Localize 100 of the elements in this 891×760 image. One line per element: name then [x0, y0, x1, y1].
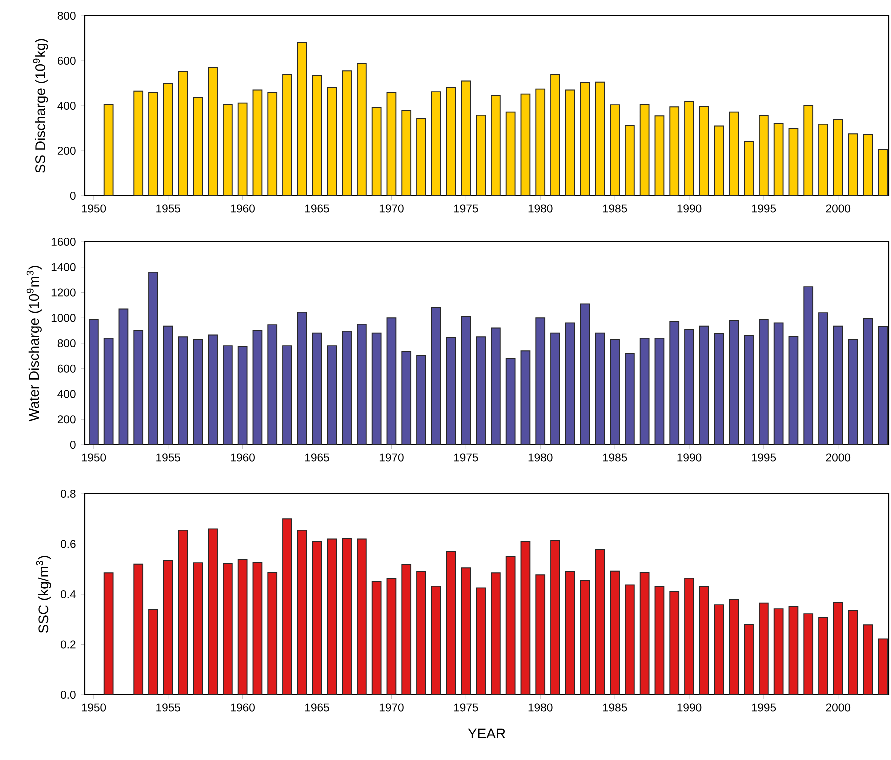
bar: [610, 339, 620, 445]
y-tick-label: 400: [58, 390, 76, 398]
bar: [148, 272, 158, 445]
bar: [148, 609, 158, 695]
bar: [222, 346, 233, 445]
bar: [774, 608, 784, 695]
bar: [386, 318, 397, 445]
bar: [372, 581, 382, 695]
bar: [268, 324, 278, 445]
x-tick-label: 1980: [528, 454, 553, 462]
bar: [134, 330, 144, 445]
y-tick-label: 600: [58, 56, 76, 65]
bar: [863, 318, 874, 445]
bar: [357, 538, 367, 695]
bar: [461, 316, 472, 445]
bar: [491, 572, 501, 695]
bar: [416, 355, 426, 445]
x-tick-label: 1985: [603, 204, 628, 213]
bar: [402, 351, 412, 445]
bar: [104, 572, 114, 695]
y-axis-title: Water Discharge (10$^{9}$m$^{3}$): [26, 266, 42, 422]
bar: [431, 586, 442, 695]
bar: [118, 308, 129, 445]
bar: [595, 549, 606, 695]
bar: [640, 572, 650, 695]
y-tick-label: 1200: [52, 288, 76, 297]
bar: [788, 606, 799, 695]
bar: [312, 541, 322, 695]
y-tick-label: 800: [58, 12, 76, 20]
bar: [759, 602, 769, 695]
bar: [386, 578, 397, 695]
bar: [833, 326, 844, 445]
bar: [699, 326, 710, 445]
bar: [163, 560, 174, 695]
bar: [506, 358, 516, 445]
bar: [654, 586, 665, 695]
x-tick-label: 2000: [826, 454, 851, 462]
bar: [461, 568, 472, 695]
bar: [268, 572, 278, 695]
bar: [222, 563, 233, 695]
bar: [446, 551, 456, 695]
bar: [580, 580, 590, 695]
y-tick-label: 1400: [52, 263, 76, 272]
x-tick-label: 1975: [454, 454, 478, 462]
x-tick-label: 1995: [752, 704, 776, 712]
y-tick-label: 400: [58, 102, 76, 110]
bar: [342, 538, 352, 695]
bar: [804, 286, 814, 445]
bar: [565, 571, 576, 695]
bar: [178, 530, 188, 695]
bar: [88, 320, 99, 445]
x-tick-label: 1990: [678, 454, 702, 462]
bar: [848, 610, 858, 695]
y-tick-label: 0: [70, 440, 76, 449]
x-axis-title: YEAR: [468, 728, 506, 739]
bar: [684, 329, 694, 445]
bar: [684, 578, 694, 695]
bar: [520, 541, 531, 695]
x-tick-label: 1995: [752, 204, 776, 213]
bar: [714, 604, 724, 695]
bar: [372, 332, 382, 445]
bar: [729, 320, 740, 445]
x-tick-label: 1950: [82, 204, 106, 213]
bar: [788, 336, 799, 445]
x-tick-label: 1980: [528, 204, 553, 213]
x-tick-label: 1955: [156, 454, 181, 462]
y-tick-label: 0.4: [60, 590, 76, 598]
y-tick-label: 0.0: [60, 690, 76, 699]
bar: [297, 312, 308, 445]
bar: [342, 330, 352, 445]
x-tick-label: 2000: [826, 204, 851, 213]
y-tick-label: 200: [58, 416, 76, 424]
y-tick-label: 0.8: [60, 490, 76, 498]
bar: [610, 570, 620, 695]
x-tick-label: 1975: [454, 204, 478, 213]
y-axis-title: SSC (kg/m$^{3}$): [36, 556, 52, 634]
bar: [878, 638, 888, 695]
bar: [491, 328, 501, 445]
bar: [550, 540, 560, 695]
bar: [774, 322, 784, 445]
bar: [238, 346, 248, 445]
x-tick-label: 1955: [156, 704, 181, 712]
x-tick-label: 1950: [82, 704, 106, 712]
bar: [476, 588, 486, 695]
y-tick-label: 200: [58, 146, 76, 155]
bar: [833, 602, 844, 695]
bar: [282, 518, 292, 695]
bar: [357, 324, 367, 445]
bar: [863, 624, 874, 695]
x-tick-label: 1965: [306, 454, 330, 462]
x-tick-label: 1960: [231, 204, 255, 213]
bar: [327, 346, 338, 445]
bar: [550, 332, 560, 445]
y-tick-label: 0.6: [60, 540, 76, 548]
bar: [848, 339, 858, 445]
bar: [506, 556, 516, 695]
bar: [878, 326, 888, 445]
x-tick-label: 1990: [678, 704, 702, 712]
bar: [297, 530, 308, 695]
bar: [252, 562, 263, 695]
